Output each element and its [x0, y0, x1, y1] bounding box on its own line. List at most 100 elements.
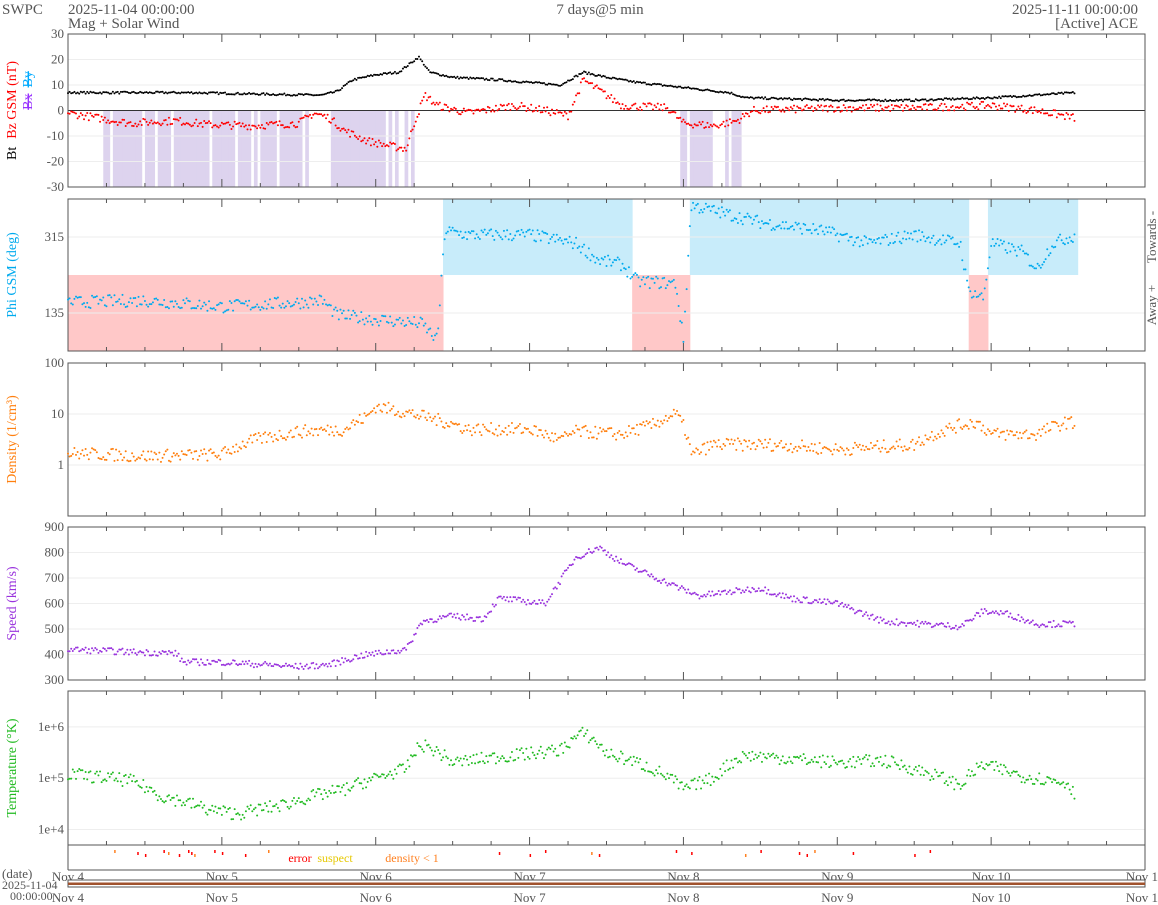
data-point-phi — [950, 237, 953, 240]
panel-frame — [67, 362, 1146, 517]
data-point-temperature — [829, 764, 832, 767]
data-point-bt — [842, 98, 845, 101]
data-point-bz — [1070, 113, 1073, 116]
data-point-bt — [249, 93, 252, 96]
data-point-density — [602, 428, 605, 431]
data-point-phi — [642, 276, 645, 279]
data-point-phi — [262, 307, 265, 310]
data-point-temperature — [158, 795, 161, 798]
data-point-bt — [589, 73, 592, 76]
data-point-bz — [688, 123, 691, 126]
data-point-bz — [155, 122, 158, 125]
data-point-temperature — [828, 766, 831, 769]
data-point-bz — [961, 103, 964, 106]
data-point-bz — [83, 118, 86, 121]
data-point-speed — [252, 666, 255, 669]
data-point-density — [1067, 417, 1070, 420]
data-point-temperature — [926, 771, 929, 774]
data-point-bt — [336, 89, 339, 92]
data-point-density — [930, 430, 933, 433]
data-point-density — [874, 444, 877, 447]
data-point-bz — [788, 109, 791, 112]
southward-bz-shading — [228, 110, 232, 187]
data-point-speed — [467, 618, 470, 621]
data-point-density — [594, 425, 597, 428]
data-point-density — [305, 434, 308, 437]
southward-bz-shading — [372, 110, 377, 187]
data-point-phi — [570, 241, 573, 244]
data-point-temperature — [211, 804, 214, 807]
data-point-bz — [483, 108, 486, 111]
data-point-bt — [998, 95, 1001, 98]
data-point-phi — [578, 245, 581, 248]
data-point-density — [331, 431, 334, 434]
timeline-coverage-bar[interactable] — [68, 882, 1145, 886]
data-point-bt — [217, 93, 220, 96]
data-point-phi — [158, 303, 161, 306]
data-point-bz — [825, 104, 828, 107]
data-point-phi — [393, 323, 396, 326]
southward-bz-shading — [340, 110, 345, 187]
data-point-temperature — [401, 763, 404, 766]
data-point-temperature — [1015, 770, 1018, 773]
data-point-phi — [507, 238, 510, 241]
southward-bz-shading — [394, 110, 399, 187]
data-point-speed — [153, 650, 156, 653]
data-point-speed — [985, 609, 988, 612]
data-point-speed — [1028, 622, 1031, 625]
data-point-bt — [573, 75, 576, 78]
data-point-density — [863, 449, 866, 452]
data-point-density — [252, 434, 255, 437]
data-point-temperature — [728, 767, 731, 770]
data-point-density — [232, 445, 235, 448]
data-point-bz — [611, 101, 614, 104]
data-point-bz — [437, 103, 440, 106]
data-point-phi — [754, 215, 757, 218]
data-point-temperature — [132, 774, 135, 777]
data-point-bt — [361, 76, 364, 79]
data-point-phi — [421, 317, 424, 320]
data-point-bt — [260, 92, 263, 95]
data-point-density — [876, 440, 879, 443]
data-point-temperature — [1038, 772, 1041, 775]
data-point-phi — [373, 317, 376, 320]
data-point-density — [605, 430, 608, 433]
data-point-bz — [244, 124, 247, 127]
data-point-bz — [201, 125, 204, 128]
southward-bz-shading — [731, 110, 736, 187]
data-point-phi — [711, 205, 714, 208]
data-point-phi — [910, 232, 913, 235]
data-point-bz — [547, 112, 550, 115]
data-point-temperature — [119, 780, 122, 783]
y-tick-label: 20 — [51, 52, 64, 67]
data-point-bz — [624, 104, 627, 107]
data-point-bt — [751, 96, 754, 99]
data-point-density — [621, 433, 624, 436]
data-point-bt — [310, 93, 313, 96]
data-point-speed — [429, 618, 432, 621]
data-point-phi — [374, 318, 377, 321]
data-point-speed — [445, 615, 448, 618]
data-point-speed — [833, 601, 836, 604]
data-point-temperature — [751, 750, 754, 753]
data-point-phi — [142, 295, 145, 298]
data-point-phi — [919, 238, 922, 241]
data-point-speed — [722, 590, 725, 593]
bt-label: Bt — [5, 147, 20, 160]
data-point-phi — [881, 236, 884, 239]
data-point-phi — [228, 300, 231, 303]
data-point-temperature — [857, 755, 860, 758]
data-point-speed — [542, 602, 545, 605]
data-point-phi — [89, 307, 92, 310]
data-point-bz — [679, 116, 682, 119]
data-point-speed — [708, 590, 711, 593]
data-point-temperature — [376, 774, 379, 777]
data-point-temperature — [478, 760, 481, 763]
data-point-bz — [225, 121, 228, 124]
data-point-bt — [889, 98, 892, 101]
data-point-density — [959, 426, 962, 429]
data-point-temperature — [177, 799, 180, 802]
data-point-density — [942, 432, 945, 435]
data-point-temperature — [594, 740, 597, 743]
data-point-temperature — [1022, 776, 1025, 779]
